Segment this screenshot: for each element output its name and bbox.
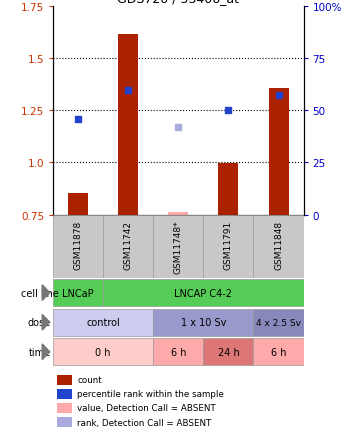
- Bar: [153, 339, 203, 365]
- Text: LNCAP C4-2: LNCAP C4-2: [174, 288, 233, 298]
- Bar: [253, 215, 304, 278]
- Text: 6 h: 6 h: [170, 347, 186, 357]
- Text: 0 h: 0 h: [95, 347, 111, 357]
- Bar: [53, 309, 153, 336]
- Bar: [118, 35, 138, 215]
- Text: GSM11742: GSM11742: [124, 220, 133, 269]
- Text: 4 x 2.5 Sv: 4 x 2.5 Sv: [256, 318, 301, 327]
- Bar: [53, 279, 103, 306]
- Bar: [103, 215, 153, 278]
- Text: GSM11748*: GSM11748*: [174, 220, 183, 274]
- Text: control: control: [86, 318, 120, 327]
- Bar: [68, 193, 88, 215]
- Text: percentile rank within the sample: percentile rank within the sample: [77, 390, 224, 398]
- Text: 6 h: 6 h: [271, 347, 286, 357]
- Text: GSM11848: GSM11848: [274, 220, 283, 270]
- Bar: [153, 309, 253, 336]
- Text: cell line: cell line: [21, 288, 58, 298]
- Text: LNCaP: LNCaP: [62, 288, 94, 298]
- Text: 1 x 10 Sv: 1 x 10 Sv: [181, 318, 226, 327]
- Text: rank, Detection Call = ABSENT: rank, Detection Call = ABSENT: [77, 418, 212, 427]
- Text: 24 h: 24 h: [217, 347, 239, 357]
- Text: GSM11791: GSM11791: [224, 220, 233, 270]
- Bar: [253, 309, 304, 336]
- Bar: [253, 339, 304, 365]
- Title: GDS720 / 53406_at: GDS720 / 53406_at: [117, 0, 239, 5]
- Bar: [218, 164, 238, 215]
- Text: GSM11878: GSM11878: [74, 220, 83, 270]
- Text: count: count: [77, 375, 102, 385]
- Bar: [153, 215, 203, 278]
- Text: dose: dose: [28, 318, 51, 327]
- Bar: [203, 215, 253, 278]
- Bar: [203, 339, 253, 365]
- Bar: [168, 213, 188, 215]
- Bar: [269, 89, 288, 215]
- Bar: [103, 279, 304, 306]
- Bar: [53, 339, 153, 365]
- Bar: [53, 215, 103, 278]
- Text: time: time: [28, 347, 50, 357]
- Text: value, Detection Call = ABSENT: value, Detection Call = ABSENT: [77, 404, 216, 413]
